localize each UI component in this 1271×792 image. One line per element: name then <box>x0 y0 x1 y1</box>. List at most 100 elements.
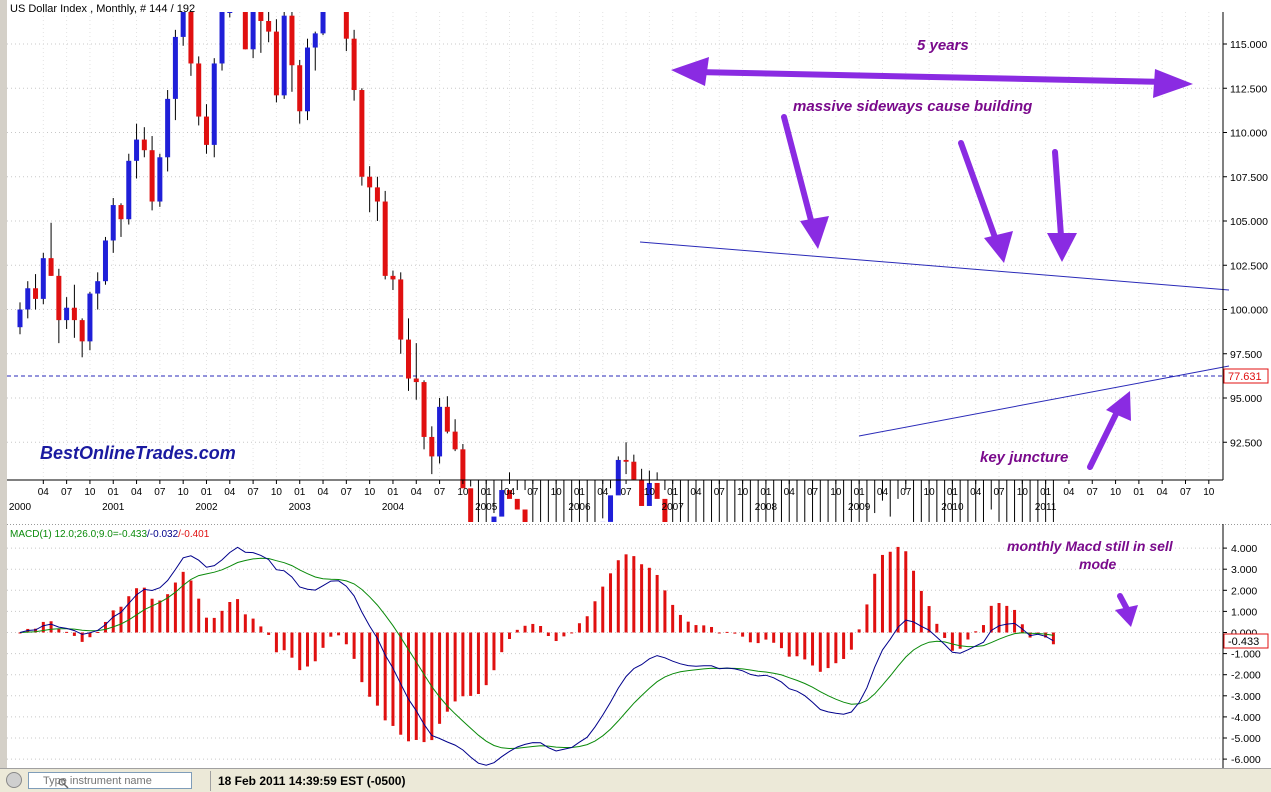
candle-body <box>359 90 365 177</box>
instrument-search[interactable] <box>28 772 192 789</box>
histogram-bar <box>640 564 644 633</box>
month-label: 01 <box>1040 487 1052 498</box>
histogram-bar <box>414 632 418 740</box>
year-label: 2002 <box>195 502 218 513</box>
candle-body <box>374 187 380 202</box>
histogram-bar <box>826 632 830 669</box>
candle-body <box>102 240 108 282</box>
candle <box>982 480 984 522</box>
candle-body <box>25 288 31 310</box>
arrow-to-first-top <box>781 114 829 249</box>
candle <box>33 274 39 310</box>
month-label: 01 <box>947 487 959 498</box>
candle <box>87 291 93 351</box>
histogram-bar <box>383 632 387 721</box>
histogram-bar <box>795 632 799 657</box>
histogram-bar <box>779 632 783 649</box>
main-plot-background <box>7 0 1271 522</box>
month-label: 04 <box>38 487 50 498</box>
histogram-bar <box>912 570 916 633</box>
histogram-bar <box>873 573 877 633</box>
candle <box>928 480 930 522</box>
macd-tick-label: -3.000 <box>1231 691 1261 703</box>
histogram-bar <box>282 632 286 651</box>
histogram-bar <box>290 632 294 658</box>
candle <box>491 480 497 522</box>
year-label: 2004 <box>382 502 405 513</box>
histogram-bar <box>313 632 317 662</box>
histogram-bar <box>655 574 659 633</box>
year-label: 2008 <box>755 502 778 513</box>
candle <box>608 480 614 522</box>
histogram-bar <box>368 632 372 697</box>
histogram-bar <box>686 621 690 633</box>
price-chart[interactable]: 115.000 112.500 110.000 107.500 105.000 102.5… <box>7 0 1271 522</box>
month-label: 04 <box>1157 487 1169 498</box>
arrow-to-second-top <box>958 140 1013 263</box>
candle <box>444 396 450 434</box>
histogram-bar <box>34 628 38 633</box>
macd-tag-box <box>1223 633 1269 649</box>
y-tick-label: 112.500 <box>1230 83 1267 95</box>
candle <box>780 480 782 522</box>
histogram-bar <box>1013 609 1017 633</box>
search-input[interactable] <box>43 774 183 788</box>
candle-body <box>390 275 396 280</box>
candle-body <box>180 12 186 37</box>
menu-icon[interactable] <box>6 772 22 788</box>
candle <box>889 480 891 517</box>
candle-body <box>219 12 225 64</box>
month-label: 01 <box>387 487 399 498</box>
macd-grid <box>7 547 1223 760</box>
histogram-bar <box>888 551 892 633</box>
candle-body <box>398 279 404 340</box>
histogram-bar <box>119 606 123 633</box>
histogram-bar <box>997 603 1001 633</box>
candle <box>421 380 427 450</box>
month-label: 01 <box>481 487 493 498</box>
month-label: 07 <box>527 487 539 498</box>
price-tag-box <box>1223 368 1269 384</box>
histogram-bar <box>702 625 706 633</box>
macd-tick-label: 2.000 <box>1231 585 1257 597</box>
macd-price-tag: -0.433 <box>1223 633 1269 649</box>
candle <box>951 480 953 522</box>
candle <box>726 480 728 522</box>
candle <box>367 166 373 213</box>
macd-legend: MACD(1) 12.0;26.0;9.0=-0.433/-0.032/-0.4… <box>10 529 210 540</box>
candle <box>126 153 132 225</box>
candle <box>17 302 23 335</box>
histogram-bar <box>663 590 667 633</box>
candle <box>757 480 759 522</box>
candle-body <box>172 36 178 99</box>
candle <box>998 480 1000 522</box>
month-label: 04 <box>690 487 702 498</box>
macd-annotation-line1: monthly Macd still in sell <box>1007 538 1174 554</box>
candle <box>79 318 85 358</box>
histogram-bar <box>453 632 457 702</box>
month-label: 04 <box>224 487 236 498</box>
histogram-bar <box>49 621 53 633</box>
candle <box>219 12 225 71</box>
histogram-bar <box>251 618 255 633</box>
candle-body <box>126 160 132 220</box>
macd-chart[interactable]: 4.0003.0002.0001.0000.000-1.000-2.000-3.… <box>7 524 1271 768</box>
histogram-bar <box>601 586 605 633</box>
month-label: 01 <box>574 487 586 498</box>
histogram-bar <box>842 632 846 659</box>
candle-body <box>40 258 46 299</box>
candle-body <box>165 98 171 158</box>
month-label: 10 <box>1110 487 1122 498</box>
histogram-bar <box>204 617 208 633</box>
histogram-bar <box>554 632 558 642</box>
candle-body <box>421 382 427 437</box>
year-label: 2003 <box>289 502 312 513</box>
macd-tag-text: -0.433 <box>1228 636 1259 648</box>
candle-body <box>71 307 77 321</box>
y-tick-label: 115.000 <box>1230 39 1267 51</box>
y-tick-label: 110.000 <box>1230 128 1267 140</box>
macd-legend-histogram: /-0.401 <box>178 529 210 540</box>
candle-body <box>79 320 85 342</box>
candle <box>695 480 697 522</box>
histogram-bar <box>919 590 923 633</box>
